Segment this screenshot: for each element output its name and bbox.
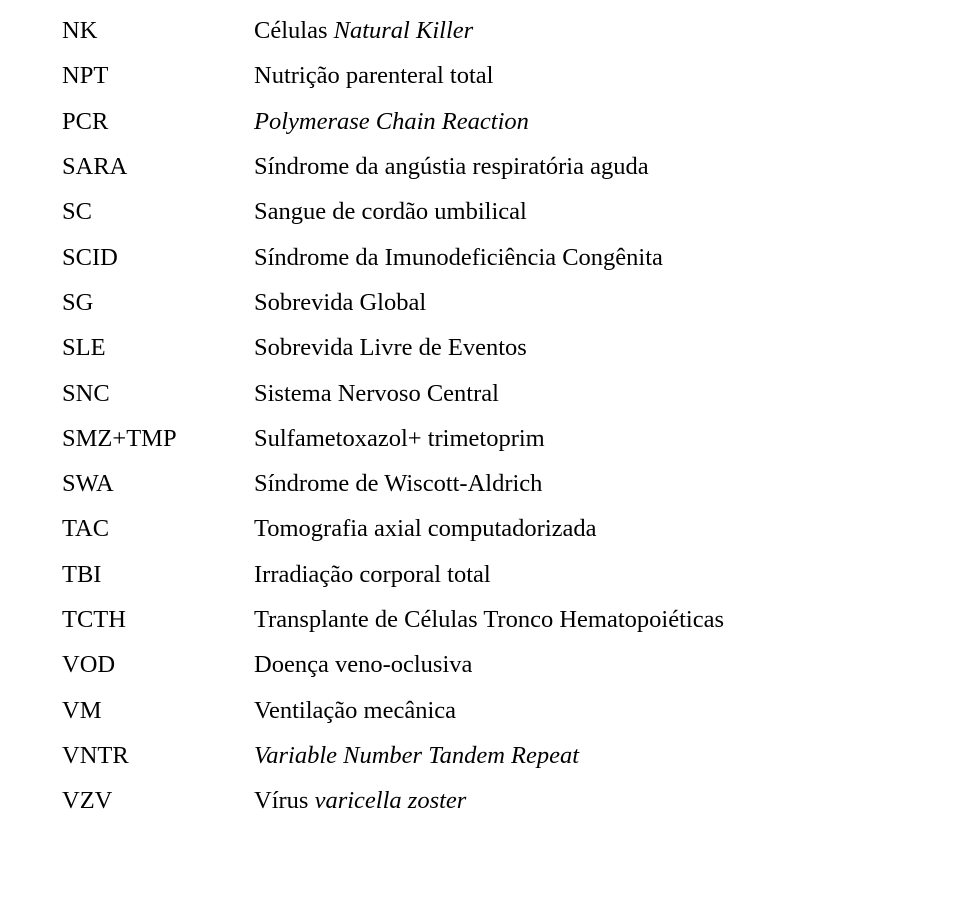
table-row: SCIDSíndrome da Imunodeficiência Congêni… [62,235,890,280]
definition-cell: Células Natural Killer [254,8,890,53]
definition-cell: Sangue de cordão umbilical [254,189,890,234]
definition-italic: Polymerase Chain Reaction [254,108,529,135]
definition-cell: Polymerase Chain Reaction [254,99,890,144]
abbr-cell: PCR [62,99,254,144]
table-row: NKCélulas Natural Killer [62,8,890,53]
table-row: SLESobrevida Livre de Eventos [62,325,890,370]
page: NKCélulas Natural KillerNPTNutrição pare… [0,0,960,844]
table-row: TACTomografia axial computadorizada [62,506,890,551]
abbr-cell: SWA [62,461,254,506]
definition-cell: Vírus varicella zoster [254,778,890,823]
table-row: SGSobrevida Global [62,280,890,325]
abbr-cell: SG [62,280,254,325]
table-row: VNTRVariable Number Tandem Repeat [62,733,890,778]
abbreviation-table: NKCélulas Natural KillerNPTNutrição pare… [62,8,890,824]
table-row: VZVVírus varicella zoster [62,778,890,823]
table-row: SNCSistema Nervoso Central [62,371,890,416]
abbr-cell: NK [62,8,254,53]
definition-cell: Transplante de Células Tronco Hematopoié… [254,597,890,642]
definition-italic: varicella zoster [315,787,467,814]
definition-cell: Ventilação mecânica [254,688,890,733]
abbr-cell: SLE [62,325,254,370]
abbr-cell: TCTH [62,597,254,642]
table-row: PCRPolymerase Chain Reaction [62,99,890,144]
table-row: SARASíndrome da angústia respiratória ag… [62,144,890,189]
table-row: SCSangue de cordão umbilical [62,189,890,234]
definition-cell: Irradiação corporal total [254,552,890,597]
definition-text: Ventilação mecânica [254,697,456,724]
definition-text: Sistema Nervoso Central [254,380,499,407]
table-row: TBIIrradiação corporal total [62,552,890,597]
definition-italic: Variable Number Tandem Repeat [254,742,579,769]
table-row: VODDoença veno-oclusiva [62,642,890,687]
definition-cell: Síndrome da Imunodeficiência Congênita [254,235,890,280]
definition-text: Doença veno-oclusiva [254,651,472,678]
abbr-cell: TBI [62,552,254,597]
table-row: NPTNutrição parenteral total [62,53,890,98]
definition-text: Nutrição parenteral total [254,62,493,89]
definition-text: Transplante de Células Tronco Hematopoié… [254,606,724,633]
definition-cell: Variable Number Tandem Repeat [254,733,890,778]
definition-text: Tomografia axial computadorizada [254,515,597,542]
abbr-cell: SMZ+TMP [62,416,254,461]
abbr-cell: VOD [62,642,254,687]
definition-italic: Natural Killer [334,17,474,44]
abbr-cell: SNC [62,371,254,416]
definition-text: Síndrome da angústia respiratória aguda [254,153,649,180]
definition-text: Sobrevida Global [254,289,426,316]
abbr-cell: VM [62,688,254,733]
abbr-cell: SCID [62,235,254,280]
definition-cell: Sobrevida Global [254,280,890,325]
definition-cell: Sulfametoxazol+ trimetoprim [254,416,890,461]
definition-text: Células [254,17,334,44]
abbr-cell: VNTR [62,733,254,778]
table-row: VMVentilação mecânica [62,688,890,733]
abbreviation-table-body: NKCélulas Natural KillerNPTNutrição pare… [62,8,890,824]
definition-text: Vírus [254,787,315,814]
definition-text: Irradiação corporal total [254,561,491,588]
definition-text: Sobrevida Livre de Eventos [254,334,527,361]
definition-text: Sulfametoxazol+ trimetoprim [254,425,545,452]
definition-cell: Síndrome de Wiscott-Aldrich [254,461,890,506]
definition-cell: Nutrição parenteral total [254,53,890,98]
abbr-cell: VZV [62,778,254,823]
definition-cell: Síndrome da angústia respiratória aguda [254,144,890,189]
table-row: SMZ+TMPSulfametoxazol+ trimetoprim [62,416,890,461]
abbr-cell: SC [62,189,254,234]
abbr-cell: NPT [62,53,254,98]
definition-text: Síndrome da Imunodeficiência Congênita [254,244,663,271]
abbr-cell: SARA [62,144,254,189]
definition-text: Sangue de cordão umbilical [254,198,527,225]
definition-cell: Tomografia axial computadorizada [254,506,890,551]
definition-text: Síndrome de Wiscott-Aldrich [254,470,542,497]
definition-cell: Sobrevida Livre de Eventos [254,325,890,370]
definition-cell: Doença veno-oclusiva [254,642,890,687]
table-row: TCTHTransplante de Células Tronco Hemato… [62,597,890,642]
table-row: SWASíndrome de Wiscott-Aldrich [62,461,890,506]
abbr-cell: TAC [62,506,254,551]
definition-cell: Sistema Nervoso Central [254,371,890,416]
